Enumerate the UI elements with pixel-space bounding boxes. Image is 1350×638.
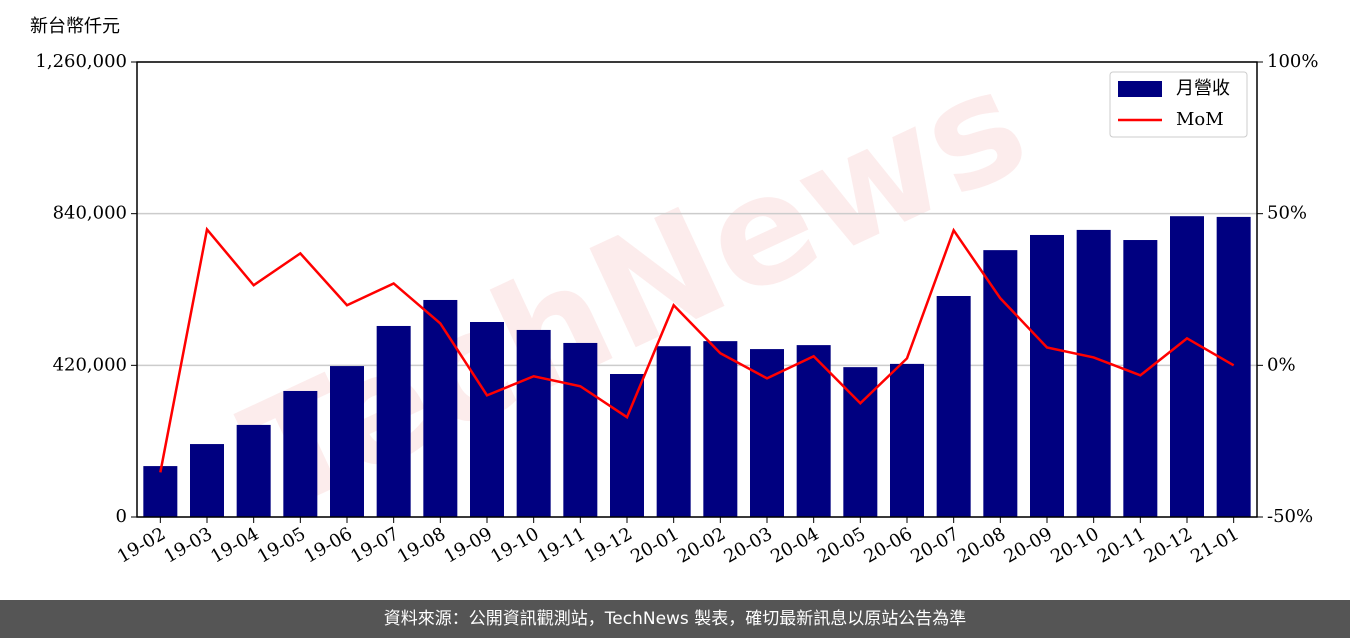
bar bbox=[190, 444, 224, 517]
x-tick-label: 19-07 bbox=[347, 523, 402, 567]
bar bbox=[1030, 234, 1064, 517]
x-tick-label: 19-09 bbox=[441, 523, 496, 567]
x-tick-label: 20-02 bbox=[674, 523, 729, 567]
x-tick-label: 20-09 bbox=[1001, 523, 1056, 567]
bar bbox=[516, 329, 551, 517]
bar bbox=[423, 299, 458, 517]
bar bbox=[983, 250, 1018, 517]
bar bbox=[330, 366, 364, 517]
x-tick-label: 19-05 bbox=[254, 523, 309, 567]
bar bbox=[1170, 216, 1204, 517]
bar bbox=[610, 374, 644, 517]
bar bbox=[796, 345, 831, 517]
legend-swatch bbox=[1118, 81, 1162, 97]
x-tick-label: 19-02 bbox=[114, 523, 169, 567]
y2-tick-label: -50% bbox=[1267, 506, 1313, 527]
chart: 新台幣仟元 TechNews0420,000840,0001,260,000-5… bbox=[30, 16, 1318, 568]
y-axis-label: 新台幣仟元 bbox=[30, 16, 120, 37]
x-tick-label: 20-06 bbox=[861, 523, 916, 567]
x-tick-label: 20-10 bbox=[1047, 523, 1102, 567]
legend-label: 月營收 bbox=[1176, 78, 1230, 99]
bar bbox=[283, 390, 318, 517]
x-tick-label: 20-08 bbox=[954, 523, 1009, 567]
y2-tick-label: 50% bbox=[1267, 203, 1307, 224]
bar bbox=[890, 363, 924, 517]
bar bbox=[563, 342, 598, 517]
x-tick-label: 20-11 bbox=[1094, 523, 1149, 567]
bar bbox=[1123, 240, 1158, 517]
line bbox=[159, 226, 1235, 473]
bar bbox=[936, 296, 971, 517]
x-tick-label: 20-01 bbox=[627, 523, 682, 567]
x-tick-label: 20-07 bbox=[907, 523, 962, 567]
bar bbox=[1216, 216, 1251, 517]
y-tick-label: 1,260,000 bbox=[35, 51, 127, 72]
y-tick-label: 420,000 bbox=[53, 354, 127, 375]
x-tick-label: 20-05 bbox=[814, 523, 869, 567]
x-tick-label: 19-04 bbox=[207, 523, 262, 567]
plot-frame bbox=[136, 61, 1258, 518]
y2-tick-label: 0% bbox=[1267, 354, 1296, 375]
legend-label: MoM bbox=[1176, 109, 1224, 130]
bar bbox=[236, 424, 271, 517]
x-tick-label: 19-10 bbox=[487, 523, 542, 567]
bar bbox=[470, 322, 504, 517]
bar bbox=[703, 341, 738, 517]
footer: 資料來源：公開資訊觀測站，TechNews 製表，確切最新訊息以原站公告為準 bbox=[0, 600, 1350, 638]
x-tick-label: 19-08 bbox=[394, 523, 449, 567]
x-tick-label: 19-03 bbox=[161, 523, 216, 567]
x-tick-label: 20-04 bbox=[767, 523, 822, 567]
y-tick-label: 0 bbox=[116, 506, 127, 527]
y2-tick-label: 100% bbox=[1267, 51, 1318, 72]
x-tick-label: 21-01 bbox=[1187, 523, 1242, 567]
bar bbox=[1076, 229, 1111, 517]
x-tick-label: 20-12 bbox=[1141, 523, 1196, 567]
x-tick-label: 19-11 bbox=[534, 523, 589, 567]
y-tick-label: 840,000 bbox=[53, 203, 127, 224]
x-tick-label: 19-12 bbox=[581, 523, 636, 567]
bar bbox=[750, 349, 784, 517]
bar bbox=[143, 466, 178, 517]
x-tick-label: 20-03 bbox=[721, 523, 776, 567]
bar bbox=[656, 346, 691, 517]
bar bbox=[376, 325, 411, 517]
